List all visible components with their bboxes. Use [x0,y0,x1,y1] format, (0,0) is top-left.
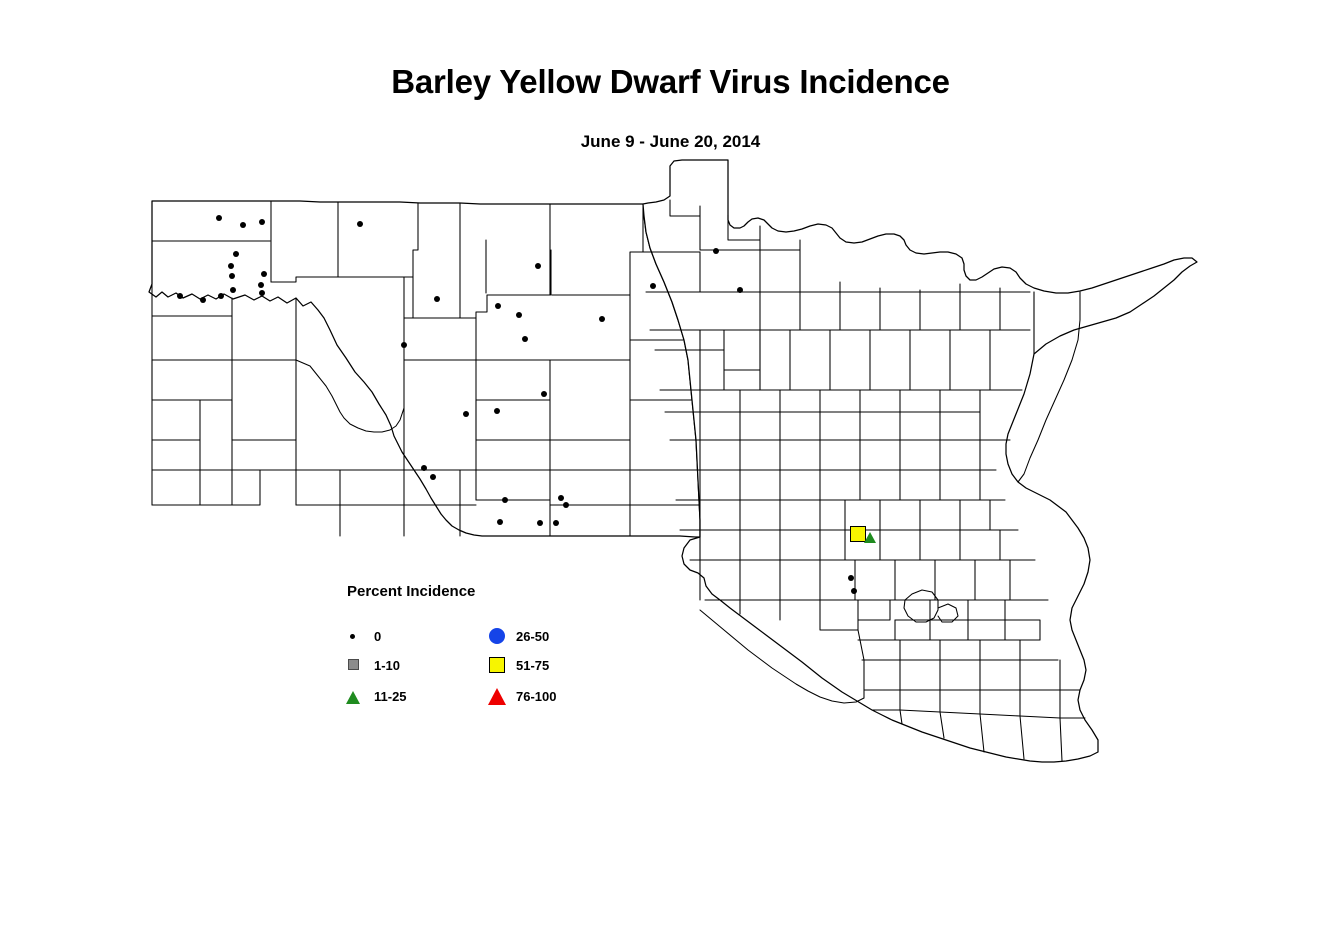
gray-square-icon [346,656,368,676]
map-marker-small-dot [216,215,222,221]
legend-item-label: 11-25 [374,689,407,704]
map-marker-small-dot [537,520,543,526]
map-marker-small-dot [848,575,854,581]
green-triangle-icon [346,687,368,707]
map-marker-small-dot [558,495,564,501]
map-marker-small-dot [357,221,363,227]
legend-item-label: 1-10 [374,658,401,673]
map-marker-small-dot [713,248,719,254]
map-marker-small-dot [463,411,469,417]
map-marker-small-dot [737,287,743,293]
page-subtitle: June 9 - June 20, 2014 [580,132,761,151]
legend-item-label: 76-100 [516,689,557,704]
map-marker-small-dot [228,263,234,269]
state-north-dakota [148,200,701,538]
map-marker-small-dot [497,519,503,525]
map-marker-small-dot [650,283,656,289]
red-triangle-icon [488,687,510,707]
map-marker-small-dot [434,296,440,302]
map-marker-small-dot [516,312,522,318]
legend-item-label: 26-50 [516,629,550,644]
map-marker-small-dot [230,287,236,293]
map-marker-small-dot [563,502,569,508]
page-title: Barley Yellow Dwarf Virus Incidence [391,63,950,100]
legend-item-label: 51-75 [516,658,550,673]
map-marker-small-dot [494,408,500,414]
map-marker-small-dot [535,263,541,269]
map-marker-small-dot [200,297,206,303]
map-marker-small-dot [553,520,559,526]
map-marker-small-dot [495,303,501,309]
map-marker-small-dot [599,316,605,322]
map-marker-small-dot [259,219,265,225]
map-marker-small-dot [541,391,547,397]
small-dot-icon [346,627,368,647]
nd-county-lines [151,200,701,537]
mn-county-lines [642,199,1086,762]
map-marker-small-dot [259,290,265,296]
map-marker-small-dot [502,497,508,503]
map-marker-small-dot [177,293,183,299]
map-marker-green-triangle [864,532,876,543]
map-marker-small-dot [851,588,857,594]
legend-title: Percent Incidence [347,583,476,600]
map-marker-small-dot [430,474,436,480]
map-marker-small-dot [240,222,246,228]
state-minnesota [642,159,1198,763]
map-marker-small-dot [522,336,528,342]
map-marker-small-dot [401,342,407,348]
map-marker-small-dot [258,282,264,288]
yellow-square-icon [488,656,510,676]
map-marker-small-dot [421,465,427,471]
map-marker-small-dot [218,293,224,299]
map-marker-small-dot [261,271,267,277]
map-marker-small-dot [233,251,239,257]
blue-circle-icon [488,627,510,647]
legend-item-label: 0 [374,629,382,644]
legend: Percent Incidence 0 1-10 11-25 [346,583,586,715]
map-marker-small-dot [229,273,235,279]
